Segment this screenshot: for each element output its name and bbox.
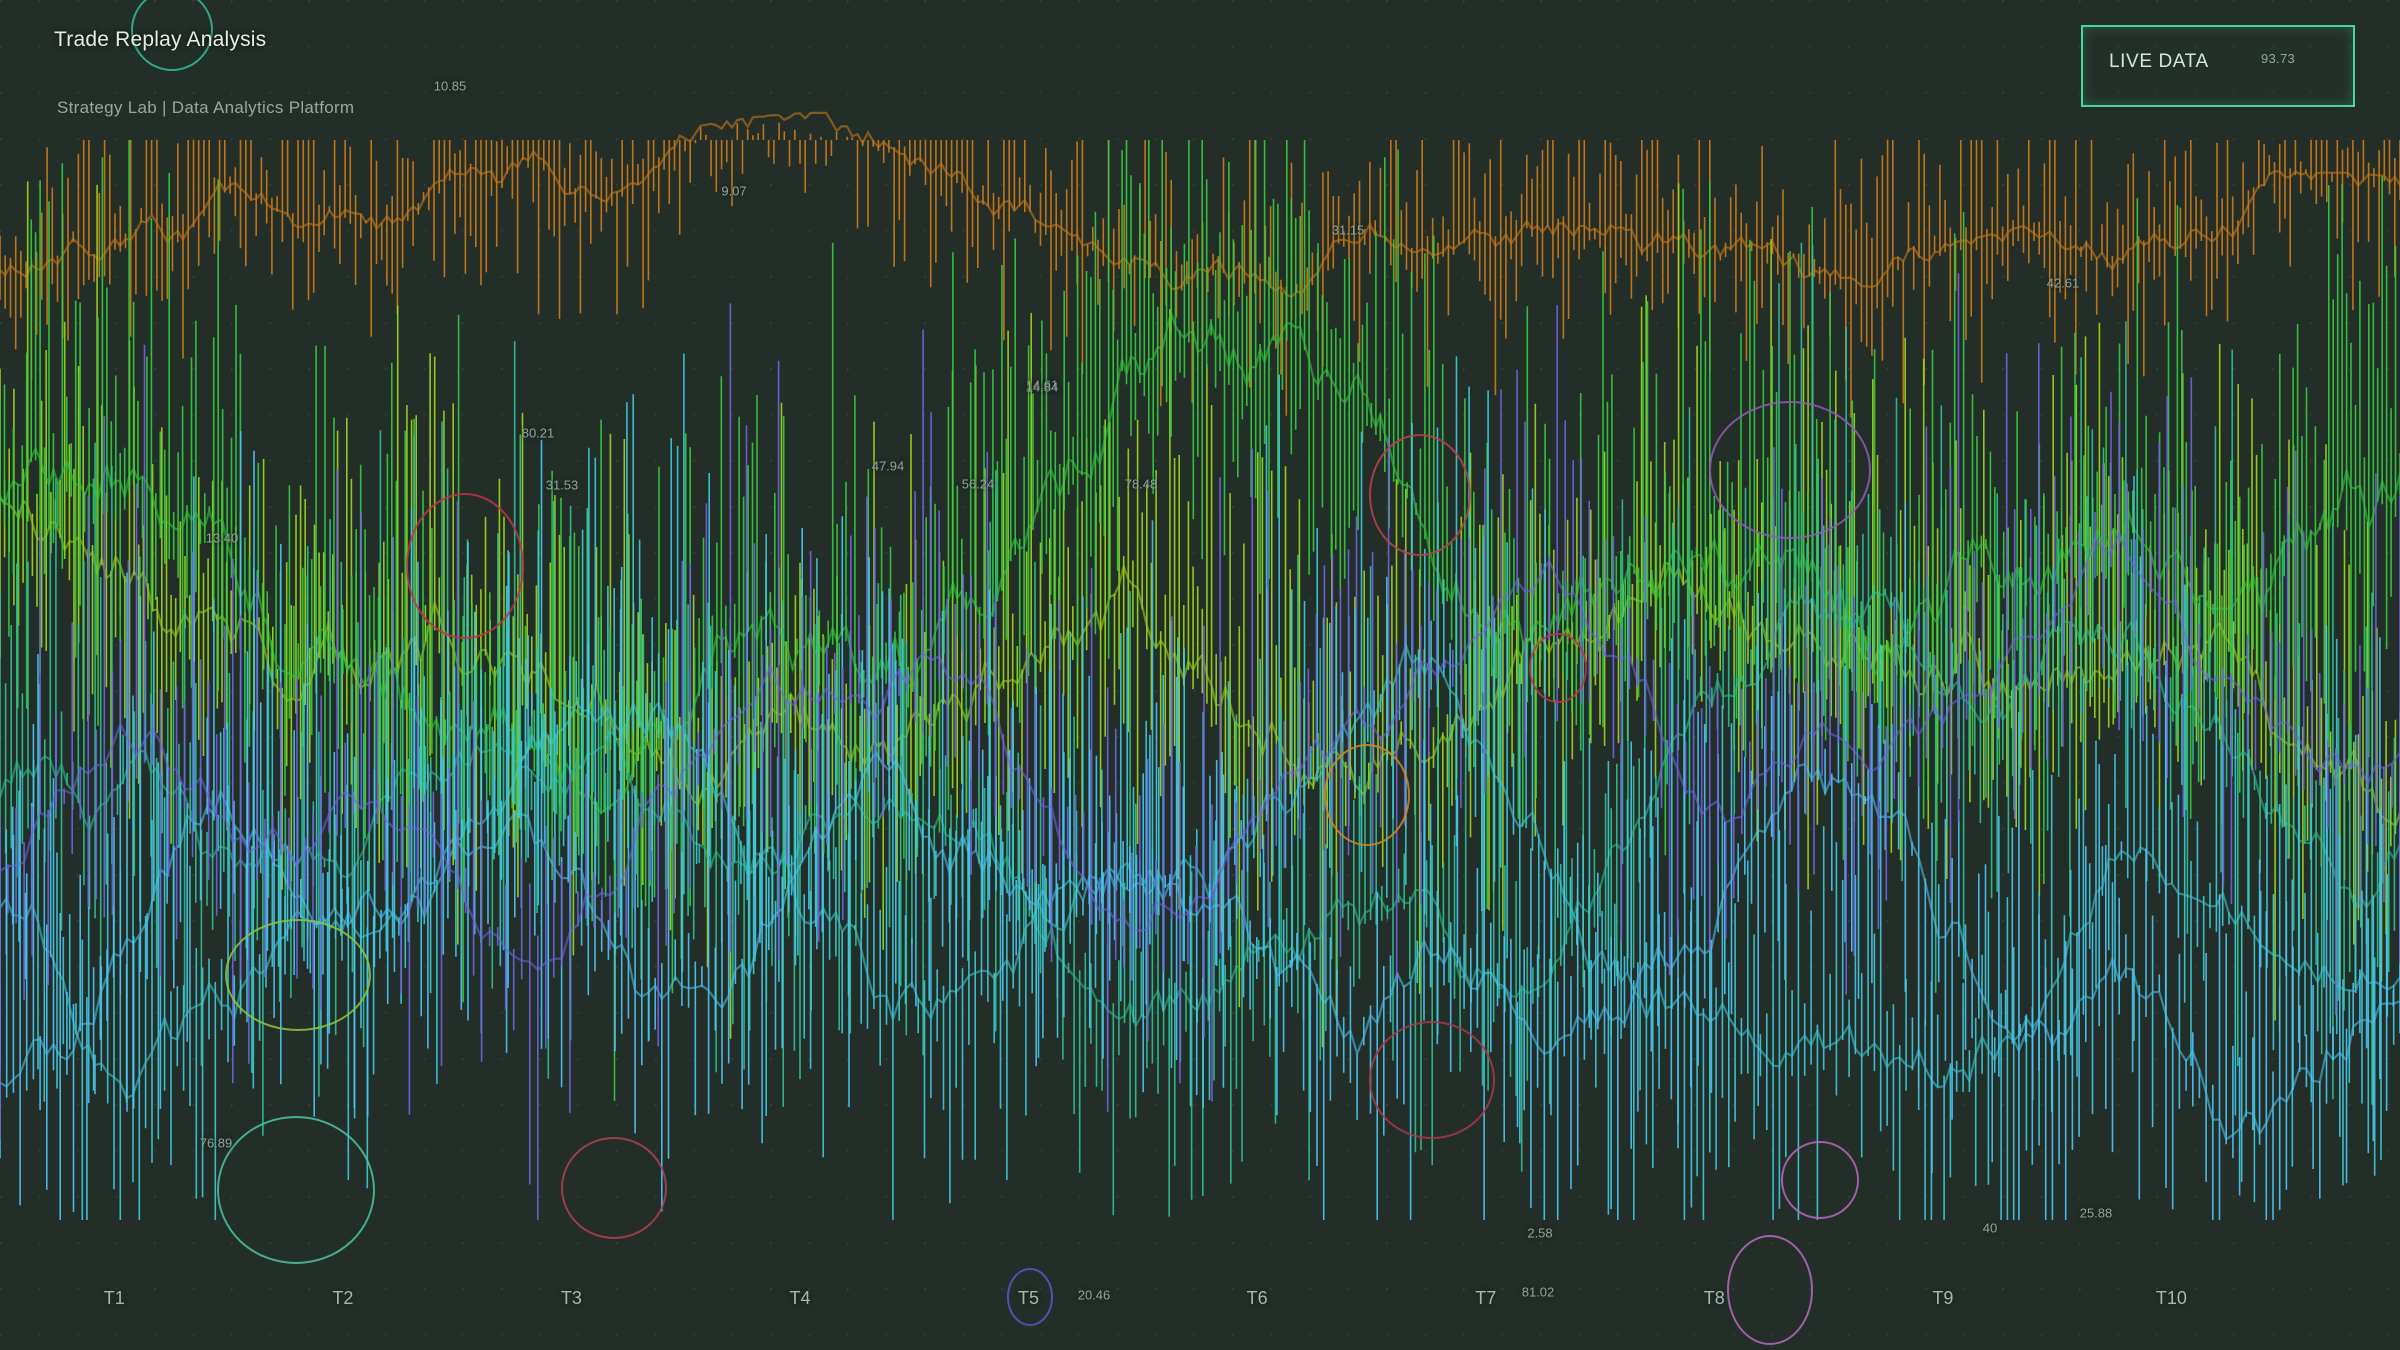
series-sky bbox=[0, 431, 2400, 1220]
series-cyan bbox=[0, 353, 2400, 1220]
annotation-ellipse-8 bbox=[1369, 1021, 1495, 1139]
annotation-layer bbox=[131, 0, 1871, 1345]
x-axis-tick-t3: T3 bbox=[560, 1288, 582, 1308]
x-axis-tick-t9: T9 bbox=[1932, 1288, 1954, 1308]
float-value-13: 2.58 bbox=[1527, 1225, 1553, 1241]
float-value-3: 42.61 bbox=[2046, 275, 2080, 291]
float-value-2: 31.15 bbox=[1331, 222, 1365, 238]
annotation-ellipse-9 bbox=[1781, 1141, 1859, 1219]
annotation-ellipse-10 bbox=[1727, 1235, 1813, 1345]
series-purple bbox=[0, 273, 2400, 1220]
float-value-10: 31.53 bbox=[545, 477, 579, 493]
live-data-label: LIVE DATA bbox=[2109, 51, 2209, 72]
series-cyan-envelope bbox=[0, 641, 2400, 1100]
annotation-ellipse-title bbox=[131, 0, 213, 71]
x-axis-tick-t4: T4 bbox=[789, 1288, 811, 1308]
x-axis-tick-t7: T7 bbox=[1475, 1288, 1497, 1308]
float-value-8: 56.24 bbox=[961, 476, 995, 492]
float-value-4: 14.61 bbox=[1025, 377, 1059, 393]
live-data-value: 93.73 bbox=[2261, 51, 2296, 66]
series-orange-spikes bbox=[0, 122, 2400, 418]
float-value-1: 9.07 bbox=[721, 183, 747, 199]
annotation-ellipse-1 bbox=[406, 493, 524, 639]
series-orange-envelope bbox=[0, 111, 2400, 299]
series-green-envelope bbox=[0, 309, 2400, 815]
float-value-0: 10.85 bbox=[433, 78, 467, 94]
float-value-12: 76.89 bbox=[199, 1135, 233, 1151]
series-purple-envelope bbox=[0, 530, 2400, 972]
float-value-7: 14.84 bbox=[1025, 379, 1059, 395]
annotation-ellipse-3 bbox=[217, 1116, 375, 1264]
x-axis-tick-t1: T1 bbox=[103, 1288, 125, 1308]
annotation-ellipse-2 bbox=[225, 919, 371, 1031]
annotation-ellipse-12 bbox=[1709, 401, 1871, 539]
float-value-15: 20.46 bbox=[1077, 1287, 1111, 1303]
float-value-6: 47.94 bbox=[871, 458, 905, 474]
float-value-9: 78.48 bbox=[1124, 476, 1158, 492]
series-sky-envelope bbox=[0, 750, 2400, 1141]
series-orange bbox=[0, 111, 2400, 418]
x-axis-tick-t5: T5 bbox=[1018, 1288, 1040, 1308]
annotation-ellipse-7 bbox=[1529, 633, 1587, 703]
float-value-11: 13.40 bbox=[205, 530, 239, 546]
x-axis-tick-t10: T10 bbox=[2155, 1288, 2187, 1308]
float-value-14: 25.88 bbox=[2079, 1205, 2113, 1221]
series-green bbox=[0, 140, 2400, 1101]
series-teal-envelope bbox=[0, 584, 2400, 1030]
annotation-ellipse-4 bbox=[561, 1137, 667, 1239]
float-value-5: 80.21 bbox=[521, 425, 555, 441]
float-value-17: 40 bbox=[1982, 1220, 1998, 1236]
annotation-ellipse-6 bbox=[1369, 434, 1471, 556]
series-green-spikes bbox=[0, 140, 2400, 1101]
x-axis-tick-t6: T6 bbox=[1246, 1288, 1268, 1308]
x-axis-tick-t8: T8 bbox=[1703, 1288, 1725, 1308]
live-data-badge[interactable]: LIVE DATA 93.73 bbox=[2081, 25, 2355, 107]
x-axis-tick-t2: T2 bbox=[332, 1288, 354, 1308]
float-value-16: 81.02 bbox=[1521, 1284, 1555, 1300]
series-purple-spikes bbox=[0, 273, 2400, 1220]
annotation-ellipse-5 bbox=[1324, 744, 1410, 846]
series-teal bbox=[0, 242, 2400, 1217]
annotation-ellipse-11 bbox=[1007, 1268, 1053, 1326]
